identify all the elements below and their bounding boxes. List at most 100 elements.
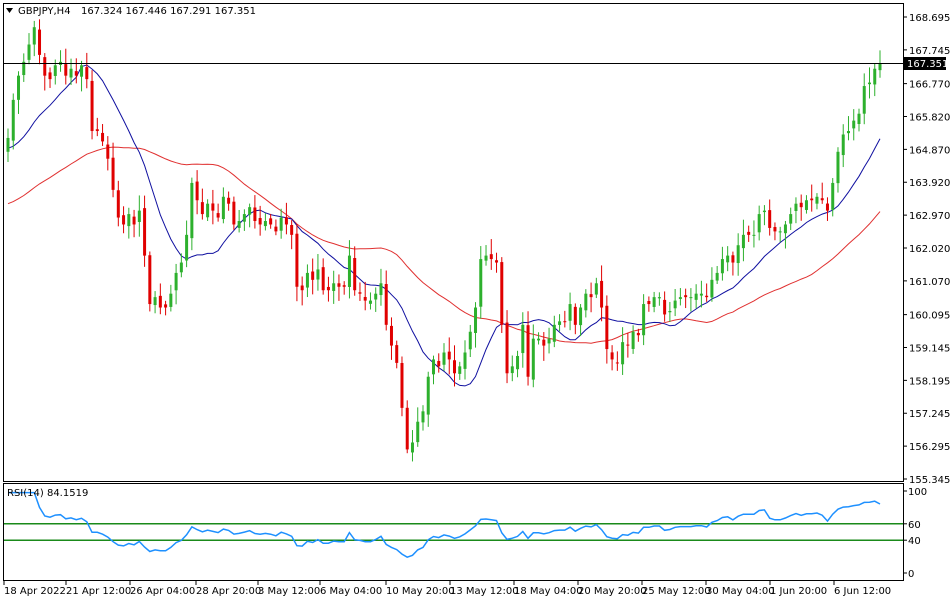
- candle-body: [500, 262, 504, 325]
- time-tick-label: 18 Apr 2022: [4, 586, 66, 597]
- candle: [431, 355, 435, 385]
- candle: [426, 371, 430, 427]
- triangle-down-icon[interactable]: [6, 8, 13, 13]
- candle-body: [442, 352, 446, 365]
- candle: [80, 60, 84, 92]
- candle: [642, 294, 646, 346]
- candle-body: [248, 207, 252, 215]
- candle: [347, 240, 351, 299]
- candle: [773, 222, 777, 241]
- price-tick-label: 156.295: [909, 442, 950, 453]
- candle-body: [263, 221, 267, 227]
- candle: [421, 405, 425, 431]
- candle-body: [468, 331, 472, 350]
- candle-body: [431, 359, 435, 375]
- candle-body: [122, 215, 126, 225]
- candle: [715, 266, 719, 285]
- candle-body: [537, 338, 541, 341]
- candle-body: [300, 285, 304, 291]
- candle-body: [116, 190, 120, 218]
- candle: [22, 53, 26, 82]
- candle: [747, 225, 751, 242]
- candle-body: [17, 75, 21, 100]
- candle: [143, 195, 147, 267]
- candle: [368, 292, 372, 310]
- candle: [284, 202, 288, 235]
- candle-body: [862, 86, 866, 114]
- candle-body: [621, 342, 625, 365]
- candle-body: [38, 29, 42, 55]
- candle: [158, 283, 162, 315]
- candle-body: [458, 366, 462, 374]
- candle: [290, 220, 294, 250]
- price-tick-label: 168.695: [909, 13, 950, 24]
- candle-body: [773, 227, 777, 232]
- candle: [295, 224, 299, 302]
- candle: [101, 124, 105, 146]
- candle-body: [610, 352, 614, 360]
- candle-body: [857, 113, 861, 125]
- candle-body: [237, 221, 241, 228]
- candle: [589, 282, 593, 313]
- candle: [48, 67, 52, 88]
- candle-body: [227, 197, 231, 204]
- candle: [374, 287, 378, 312]
- time-tick-label: 28 Apr 20:00: [196, 586, 261, 597]
- candle-body: [69, 68, 73, 78]
- time-tick-label: 26 Apr 04:00: [130, 586, 195, 597]
- current-price-badge: [904, 57, 946, 70]
- candle-body: [295, 233, 299, 287]
- candle-body: [783, 224, 787, 234]
- candle: [594, 277, 598, 299]
- candle-body: [768, 210, 772, 228]
- candle-body: [720, 259, 724, 274]
- candle: [321, 258, 325, 295]
- candle: [610, 345, 614, 371]
- candle-body: [684, 295, 688, 298]
- candle-body: [179, 262, 183, 273]
- candle-body: [867, 82, 871, 85]
- candle: [537, 332, 541, 345]
- candle: [305, 264, 309, 298]
- price-tick-label: 167.745: [909, 46, 950, 57]
- candle-body: [505, 322, 509, 374]
- candle: [726, 246, 730, 272]
- candle: [720, 246, 724, 281]
- candle-body: [573, 306, 577, 325]
- candle: [17, 71, 21, 114]
- candle-body: [174, 272, 178, 291]
- candle-body: [873, 68, 877, 85]
- candle-body: [64, 64, 68, 76]
- candle: [185, 220, 189, 268]
- candle-body: [342, 285, 346, 287]
- candle: [416, 407, 420, 447]
- candle: [657, 292, 661, 306]
- candle-body: [269, 218, 273, 225]
- candle-body: [11, 99, 15, 141]
- candle-body: [74, 71, 78, 76]
- candle-body: [95, 129, 99, 132]
- rsi-tick-label: 40: [908, 536, 921, 547]
- candle-body: [636, 332, 640, 336]
- time-tick-label: 6 May 04:00: [320, 586, 382, 597]
- candle: [38, 19, 42, 65]
- candle: [489, 239, 493, 270]
- candle-body: [678, 297, 682, 299]
- candle: [179, 253, 183, 278]
- candle-body: [363, 296, 367, 301]
- candle-body: [668, 310, 672, 313]
- candle: [636, 328, 640, 342]
- candle: [116, 180, 120, 227]
- candle: [510, 355, 514, 382]
- candle: [857, 108, 861, 132]
- candle: [458, 361, 462, 380]
- candle-body: [274, 226, 278, 232]
- candle: [563, 310, 567, 328]
- candle-body: [316, 269, 320, 280]
- candle: [579, 304, 583, 337]
- candle-body: [53, 65, 57, 76]
- candle-body: [410, 442, 414, 453]
- candle-body: [794, 203, 798, 211]
